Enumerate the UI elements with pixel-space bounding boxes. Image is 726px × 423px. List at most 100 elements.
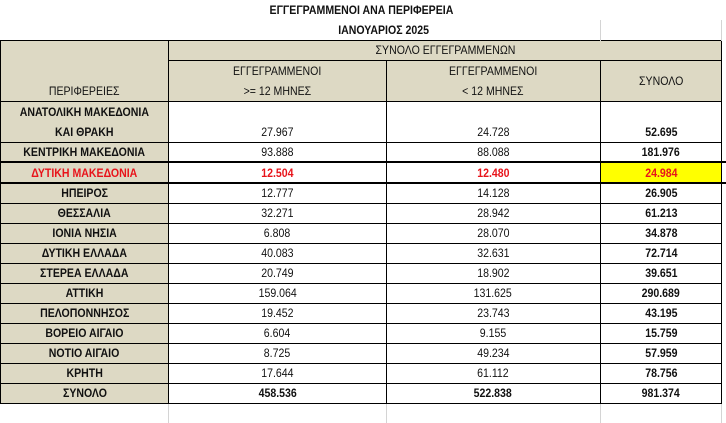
region-cell[interactable]: ΝΟΤΙΟ ΑΙΓΑΙΟ <box>1 343 169 363</box>
region-cell[interactable]: ΙΟΝΙΑ ΝΗΣΙΑ <box>1 223 169 243</box>
short-term-value: 49.234 <box>477 346 509 360</box>
header-long-term[interactable]: ΕΓΓΕΓΡΑΜΜΕΝΟΙ >= 12 ΜΗΝΕΣ <box>168 60 386 101</box>
short-term-value: 18.902 <box>477 266 509 280</box>
long-term-cell[interactable]: 27.967 <box>168 101 386 142</box>
short-term-cell[interactable]: 23.743 <box>386 303 600 323</box>
region-cell[interactable]: ΚΡΗΤΗ <box>1 363 169 383</box>
short-term-cell[interactable]: 24.728 <box>386 101 600 142</box>
long-term-cell[interactable]: 6.604 <box>168 323 386 343</box>
table-title[interactable]: ΕΓΓΕΓΡΑΜΜΕΝΟΙ ΑΝΑ ΠΕΡΙΦΕΡΕΙΑ <box>1 0 722 20</box>
region-cell[interactable]: ΑΤΤΙΚΗ <box>1 283 169 303</box>
short-term-cell[interactable]: 88.088 <box>386 142 600 162</box>
long-term-cell[interactable]: 12.504 <box>168 162 386 183</box>
total-cell[interactable]: 181.976 <box>600 142 722 162</box>
short-term-cell[interactable]: 18.902 <box>386 263 600 283</box>
long-term-cell[interactable]: 19.452 <box>168 303 386 323</box>
long-term-cell[interactable]: 458.536 <box>168 383 386 403</box>
total-cell[interactable]: 34.878 <box>600 223 722 243</box>
table-subtitle[interactable]: ΙΑΝΟΥΑΡΙΟΣ 2025 <box>168 20 600 40</box>
long-term-value: 40.083 <box>261 246 293 260</box>
header-total[interactable]: ΣΥΝΟΛΟ <box>600 60 722 101</box>
total-value: 78.756 <box>645 366 677 380</box>
empty-cell[interactable] <box>600 20 722 40</box>
table-row: ΔΥΤΙΚΗ ΕΛΛΑΔΑ 40.083 32.631 72.714 <box>1 243 726 263</box>
long-term-value: 19.452 <box>261 306 293 320</box>
long-term-value: 8.725 <box>264 346 290 360</box>
total-cell[interactable]: 52.695 <box>600 101 722 142</box>
region-cell[interactable]: ΚΕΝΤΡΙΚΗ ΜΑΚΕΔΟΝΙΑ <box>1 142 169 162</box>
empty-cell[interactable] <box>386 403 600 423</box>
total-value: 24.984 <box>645 166 677 180</box>
total-cell[interactable]: 61.213 <box>600 203 722 223</box>
total-value: 72.714 <box>645 246 677 260</box>
short-term-value: 522.838 <box>474 386 512 400</box>
region-cell[interactable]: ΘΕΣΣΑΛΙΑ <box>1 203 169 223</box>
short-term-cell[interactable]: 49.234 <box>386 343 600 363</box>
total-cell[interactable]: 39.651 <box>600 263 722 283</box>
total-cell[interactable]: 78.756 <box>600 363 722 383</box>
region-text: ΣΥΝΟΛΟ <box>63 386 107 400</box>
region-cell[interactable]: ΣΤΕΡΕΑ ΕΛΛΑΔΑ <box>1 263 169 283</box>
region-value: ΒΟΡΕΙΟ ΑΙΓΑΙΟ <box>45 326 123 340</box>
total-cell[interactable]: 981.374 <box>600 383 722 403</box>
short-term-cell[interactable]: 9.155 <box>386 323 600 343</box>
long-term-cell[interactable]: 93.888 <box>168 142 386 162</box>
total-value: 290.689 <box>642 286 680 300</box>
long-term-cell[interactable]: 17.644 <box>168 363 386 383</box>
total-cell[interactable]: 26.905 <box>600 183 722 203</box>
region-cell[interactable]: ΑΝΑΤΟΛΙΚΗ ΜΑΚΕΔΟΝΙΑ ΚΑΙ ΘΡΑΚΗ <box>1 101 169 142</box>
title-text: ΕΓΓΕΓΡΑΜΜΕΝΟΙ ΑΝΑ ΠΕΡΙΦΕΡΕΙΑ <box>269 3 453 17</box>
long-term-cell[interactable]: 6.808 <box>168 223 386 243</box>
header-region-text: ΠΕΡΙΦΕΡΕΙΕΣ <box>49 84 120 98</box>
region-cell[interactable]: ΔΥΤΙΚΗ ΜΑΚΕΔΟΝΙΑ <box>1 162 169 183</box>
header-long-line1: ΕΓΓΕΓΡΑΜΜΕΝΟΙ <box>233 61 321 81</box>
short-term-value: 12.480 <box>477 166 509 180</box>
short-term-value: 32.631 <box>477 246 509 260</box>
header-group[interactable]: ΣΥΝΟΛΟ ΕΓΓΕΓΡΑΜΜΕΝΩΝ <box>168 40 722 60</box>
region-cell[interactable]: ΠΕΛΟΠΟΝΝΗΣΟΣ <box>1 303 169 323</box>
region-cell[interactable]: ΗΠΕΙΡΟΣ <box>1 183 169 203</box>
region-value: ΠΕΛΟΠΟΝΝΗΣΟΣ <box>40 306 129 320</box>
short-term-cell[interactable]: 131.625 <box>386 283 600 303</box>
total-value: 981.374 <box>642 386 680 400</box>
total-cell[interactable]: 57.959 <box>600 343 722 363</box>
region-cell[interactable]: ΣΥΝΟΛΟ <box>1 383 169 403</box>
short-term-cell[interactable]: 14.128 <box>386 183 600 203</box>
total-cell[interactable]: 24.984 <box>600 162 722 183</box>
total-cell[interactable]: 72.714 <box>600 243 722 263</box>
short-term-value: 28.942 <box>477 206 509 220</box>
region-value: ΘΕΣΣΑΛΙΑ <box>58 206 111 220</box>
long-term-cell[interactable]: 20.749 <box>168 263 386 283</box>
empty-cell[interactable] <box>168 403 386 423</box>
short-term-cell[interactable]: 32.631 <box>386 243 600 263</box>
short-term-cell[interactable]: 61.112 <box>386 363 600 383</box>
empty-cell[interactable] <box>600 403 722 423</box>
header-region[interactable]: ΠΕΡΙΦΕΡΕΙΕΣ <box>1 40 169 101</box>
short-term-cell[interactable]: 28.070 <box>386 223 600 243</box>
total-cell[interactable]: 15.759 <box>600 323 722 343</box>
empty-cell[interactable] <box>1 403 169 423</box>
long-term-cell[interactable]: 32.271 <box>168 203 386 223</box>
long-term-value: 32.271 <box>261 206 293 220</box>
short-term-value: 9.155 <box>480 326 506 340</box>
long-term-value: 93.888 <box>261 145 293 159</box>
short-term-cell[interactable]: 28.942 <box>386 203 600 223</box>
long-term-cell[interactable]: 159.064 <box>168 283 386 303</box>
long-term-cell[interactable]: 12.777 <box>168 183 386 203</box>
header-short-term[interactable]: ΕΓΓΕΓΡΑΜΜΕΝΟΙ < 12 ΜΗΝΕΣ <box>386 60 600 101</box>
short-term-cell[interactable]: 12.480 <box>386 162 600 183</box>
short-term-value: 23.743 <box>477 306 509 320</box>
total-cell[interactable]: 43.195 <box>600 303 722 323</box>
long-term-cell[interactable]: 40.083 <box>168 243 386 263</box>
total-cell[interactable]: 290.689 <box>600 283 722 303</box>
region-cell[interactable]: ΔΥΤΙΚΗ ΕΛΛΑΔΑ <box>1 243 169 263</box>
empty-cell[interactable] <box>1 20 169 40</box>
long-term-value: 6.604 <box>264 326 290 340</box>
region-value: ΑΤΤΙΚΗ <box>66 286 104 300</box>
short-term-cell[interactable]: 522.838 <box>386 383 600 403</box>
long-term-cell[interactable]: 8.725 <box>168 343 386 363</box>
region-cell[interactable]: ΒΟΡΕΙΟ ΑΙΓΑΙΟ <box>1 323 169 343</box>
region-line2: ΚΑΙ ΘΡΑΚΗ <box>55 122 113 142</box>
